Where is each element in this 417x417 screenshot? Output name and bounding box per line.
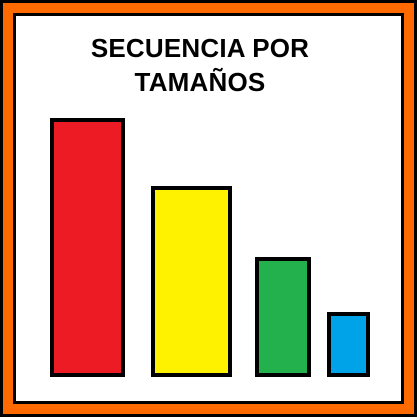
blue-bar (327, 312, 370, 377)
yellow-bar (151, 186, 232, 377)
pictogram-title: SECUENCIA POR TAMAÑOS (40, 31, 360, 99)
red-bar (50, 118, 125, 377)
title-line-1: SECUENCIA POR (90, 33, 310, 63)
title-line-2: TAMAÑOS (134, 67, 266, 97)
green-bar (255, 257, 311, 377)
